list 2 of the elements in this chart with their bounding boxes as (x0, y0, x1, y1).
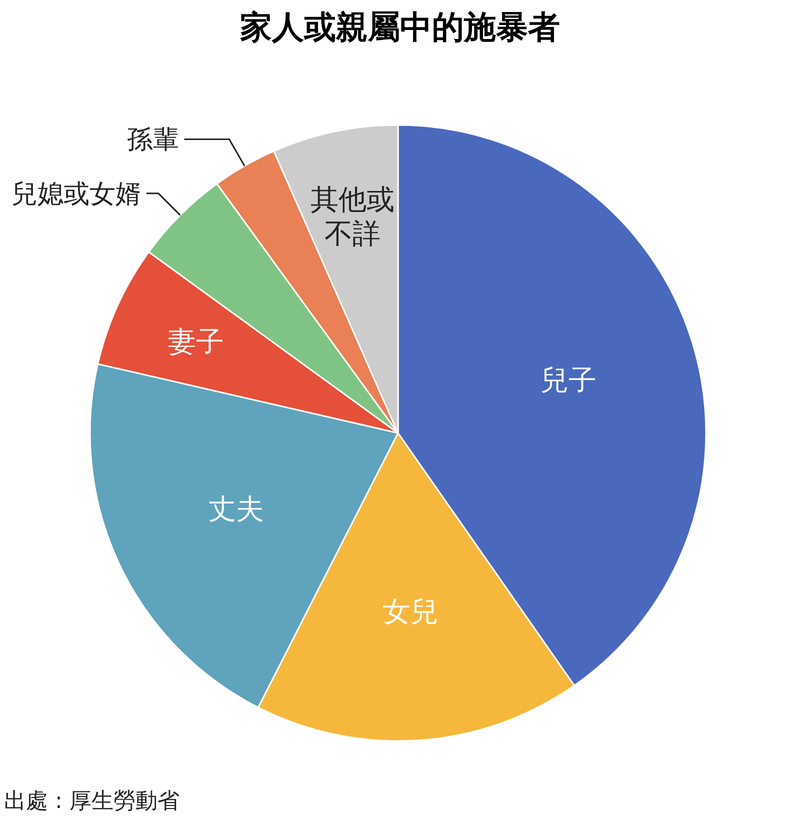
annotation: 出處 : 厚生勞動省 (4, 789, 180, 814)
title: 家人或親屬中的施暴者 (240, 8, 560, 46)
